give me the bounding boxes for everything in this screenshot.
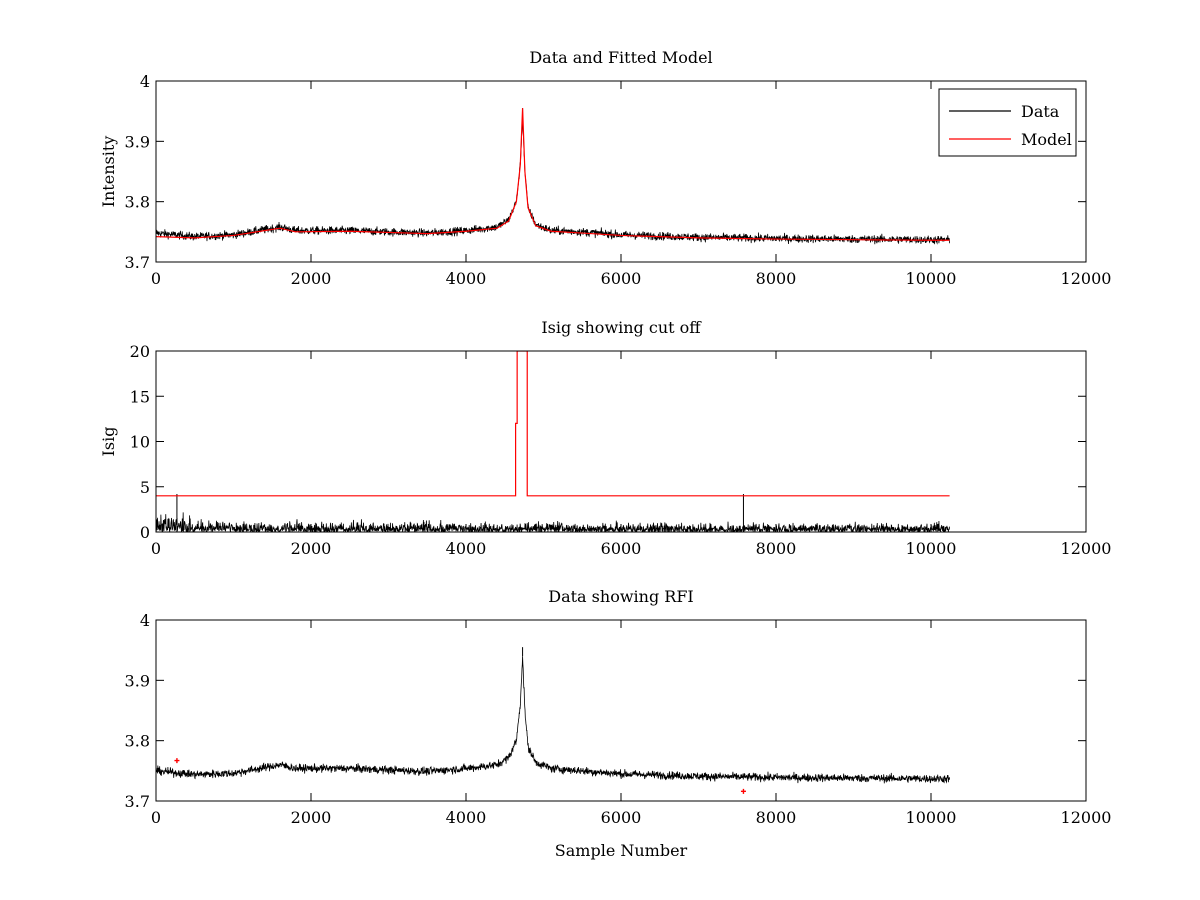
plot-area	[156, 108, 950, 245]
legend-label-model: Model	[1021, 130, 1072, 149]
y-tick-label: 3.7	[125, 253, 150, 272]
subplot-3: 0 2000 4000 6000 8000 10000 12000 3.7 3.8 3.9 4 Dat…	[125, 587, 1112, 860]
series-2-line	[156, 351, 950, 497]
x-tick-label: 10000	[906, 808, 957, 827]
y-tick-label: 3.8	[125, 732, 150, 751]
x-tick-label: 0	[151, 539, 161, 558]
x-tick-label: 4000	[446, 269, 487, 288]
x-tick-label: 6000	[601, 808, 642, 827]
y-tick-label: 3.8	[125, 193, 150, 212]
y-tick-label: 10	[130, 433, 150, 452]
x-tick-label: 2000	[291, 539, 332, 558]
y-tick-label: 15	[130, 387, 150, 406]
legend-box	[938, 88, 1077, 157]
series-data-trace	[156, 119, 950, 245]
x-tick-label: 10000	[906, 539, 957, 558]
y-tick-label: 4	[140, 611, 150, 630]
x-tick-label: 8000	[756, 269, 797, 288]
y-tick-label: 20	[130, 342, 150, 361]
x-tick-label: 8000	[756, 808, 797, 827]
x-tick-label: 2000	[291, 269, 332, 288]
plot-area	[156, 647, 950, 794]
x-tick-label: 8000	[756, 539, 797, 558]
x-tick-label: 4000	[446, 539, 487, 558]
x-tick-label: 12000	[1061, 808, 1112, 827]
subplot-1: 0 2000 4000 6000 8000 10000 12000 3.7 3.8 3.9 4 Dat…	[99, 48, 1111, 288]
rfi-marker	[174, 758, 180, 764]
x-tick-label: 6000	[601, 539, 642, 558]
rfi-marker	[740, 788, 746, 794]
x-axis-label: Sample Number	[555, 841, 688, 860]
series-model-line	[156, 108, 950, 241]
y-axis-label: Isig	[99, 427, 118, 457]
y-tick-label: 0	[140, 523, 150, 542]
x-tick-label: 0	[151, 269, 161, 288]
x-tick-label: 12000	[1061, 539, 1112, 558]
legend-label-data: Data	[1021, 102, 1060, 121]
y-axis-label: Intensity	[99, 136, 118, 208]
y-tick-label: 3.9	[125, 132, 150, 151]
plot-area	[156, 351, 950, 532]
series-1-trace	[156, 656, 950, 784]
y-tick-label: 3.9	[125, 671, 150, 690]
x-tick-label: 10000	[906, 269, 957, 288]
axes-frame	[155, 350, 1087, 533]
chart-title: Data showing RFI	[548, 587, 693, 606]
series-1-trace	[156, 512, 950, 532]
legend: Data Model	[938, 88, 1077, 157]
x-tick-label: 12000	[1061, 269, 1112, 288]
x-tick-label: 6000	[601, 269, 642, 288]
y-tick-label: 5	[140, 478, 150, 497]
y-tick-label: 3.7	[125, 792, 150, 811]
x-tick-label: 2000	[291, 808, 332, 827]
x-tick-label: 4000	[446, 808, 487, 827]
chart-title: Data and Fitted Model	[529, 48, 712, 67]
chart-title: Isig showing cut off	[541, 318, 702, 337]
x-tick-label: 0	[151, 808, 161, 827]
subplot-2: 0 2000 4000 6000 8000 10000 12000 0 5 10 15 20 Isig …	[99, 318, 1111, 558]
y-tick-label: 4	[140, 72, 150, 91]
